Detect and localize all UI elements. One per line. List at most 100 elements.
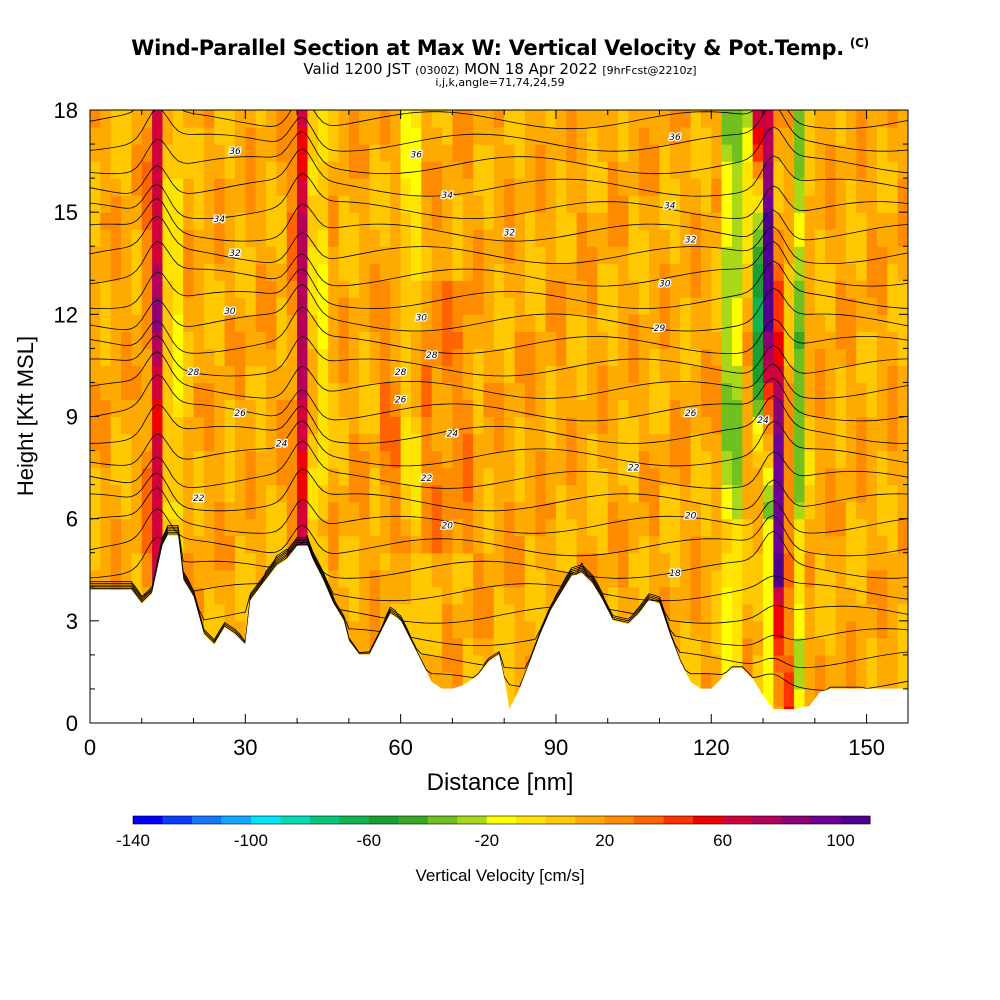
y-tick-label: 15 <box>54 200 78 225</box>
velocity-cell <box>317 433 329 452</box>
velocity-cell <box>866 144 878 162</box>
velocity-cell <box>794 569 806 588</box>
velocity-cell <box>876 671 888 690</box>
velocity-cell <box>524 246 536 264</box>
velocity-cell <box>493 365 505 384</box>
velocity-cell <box>172 161 184 179</box>
velocity-cell <box>711 620 723 639</box>
velocity-cell <box>483 314 495 332</box>
velocity-cell <box>638 263 650 281</box>
velocity-cell <box>431 212 443 230</box>
velocity-cell <box>535 178 547 196</box>
velocity-cell <box>141 535 153 554</box>
velocity-cell <box>587 280 598 298</box>
theta-contour-label: 29 <box>654 324 666 334</box>
velocity-cell <box>152 484 164 503</box>
velocity-cell <box>431 620 443 639</box>
velocity-cell <box>783 212 795 230</box>
velocity-cell <box>794 433 806 452</box>
velocity-cell <box>421 484 433 503</box>
velocity-cell <box>141 450 153 469</box>
velocity-cell <box>328 144 340 162</box>
velocity-cell <box>897 348 908 367</box>
velocity-cell <box>214 127 226 145</box>
velocity-cell <box>804 467 816 486</box>
velocity-cell <box>162 178 174 196</box>
velocity-cell <box>369 127 381 145</box>
velocity-cell <box>876 535 888 554</box>
velocity-cell <box>214 603 226 622</box>
velocity-cell <box>141 484 153 503</box>
velocity-cell <box>804 314 816 332</box>
velocity-cell <box>535 110 547 128</box>
velocity-cell <box>680 433 692 452</box>
velocity-cell <box>255 263 267 281</box>
velocity-cell <box>462 280 474 298</box>
velocity-cell <box>555 144 567 162</box>
velocity-cell <box>514 195 526 213</box>
velocity-cell <box>545 144 557 162</box>
velocity-cell <box>266 501 277 520</box>
velocity-cell <box>628 161 640 179</box>
velocity-cell <box>597 552 609 571</box>
velocity-cell <box>317 501 329 520</box>
velocity-cell <box>690 229 702 247</box>
velocity-cell <box>887 586 899 605</box>
velocity-cell <box>234 314 246 332</box>
velocity-cell <box>224 110 236 128</box>
velocity-cell <box>680 280 692 298</box>
velocity-cell <box>390 314 402 332</box>
velocity-cell <box>286 212 298 230</box>
velocity-cell <box>887 637 899 656</box>
velocity-cell <box>110 382 122 401</box>
velocity-cell <box>897 637 908 656</box>
velocity-cell <box>276 178 288 196</box>
velocity-cell <box>493 518 505 537</box>
velocity-cell <box>442 212 453 230</box>
velocity-cell <box>100 212 112 230</box>
velocity-cell <box>245 331 257 349</box>
velocity-cell <box>576 280 588 298</box>
velocity-cell <box>214 450 226 469</box>
velocity-cell <box>597 195 609 213</box>
velocity-cell <box>587 297 598 315</box>
velocity-cell <box>763 399 774 418</box>
velocity-cell <box>338 229 350 247</box>
velocity-cell <box>328 535 340 554</box>
velocity-cell <box>245 178 257 196</box>
velocity-cell <box>172 297 184 315</box>
velocity-cell <box>618 212 630 230</box>
velocity-cell <box>359 433 371 452</box>
velocity-cell <box>731 297 743 315</box>
velocity-cell <box>566 263 578 281</box>
velocity-cell <box>203 382 215 401</box>
velocity-cell <box>721 382 733 401</box>
velocity-cell <box>856 229 868 247</box>
velocity-cell <box>659 263 671 281</box>
velocity-cell <box>245 144 257 162</box>
velocity-cell <box>266 263 277 281</box>
velocity-cell <box>721 212 733 230</box>
velocity-cell <box>348 603 360 622</box>
velocity-cell <box>121 280 133 298</box>
velocity-cell <box>866 501 878 520</box>
velocity-cell <box>234 144 246 162</box>
velocity-cell <box>359 110 371 128</box>
velocity-cell <box>514 552 526 571</box>
velocity-cell <box>638 484 650 503</box>
velocity-cell <box>121 144 133 162</box>
velocity-cell <box>452 297 464 315</box>
velocity-cell <box>214 586 226 605</box>
velocity-cell <box>814 297 826 315</box>
velocity-cell <box>452 518 464 537</box>
velocity-cell <box>804 399 816 418</box>
velocity-cell <box>473 484 485 503</box>
velocity-cell <box>814 331 826 349</box>
velocity-cell <box>669 331 681 349</box>
velocity-cell <box>524 212 536 230</box>
velocity-cell <box>214 348 226 367</box>
colorbar-tick-label: -100 <box>234 831 268 850</box>
velocity-cell <box>255 110 267 128</box>
velocity-cell <box>286 450 298 469</box>
velocity-cell <box>866 399 878 418</box>
